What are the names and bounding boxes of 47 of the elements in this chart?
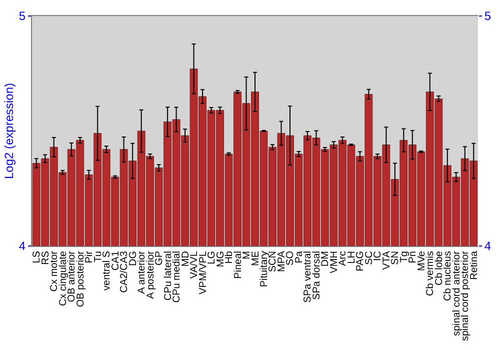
x-tick-label: CPu medial: [172, 251, 183, 303]
x-tick-label: CA2/CA3: [119, 250, 130, 293]
x-tick-label: CA1: [110, 250, 122, 270]
x-tick-label: DM: [320, 251, 332, 267]
x-tick-label: M: [242, 251, 252, 260]
x-tick-label: PAG: [355, 250, 366, 272]
x-tick-label: DG: [128, 250, 139, 266]
x-tick-label: Cx cingulate: [58, 250, 69, 306]
y2-tick-label: 4: [484, 239, 492, 254]
x-tick-label: A posterior: [145, 250, 156, 299]
y2-tick-label: 5: [484, 9, 492, 24]
y-axis-title: Log2 (expression): [2, 82, 16, 180]
x-tick-label: SPa dorsal: [311, 251, 322, 300]
x-tick-label: IC: [372, 251, 384, 261]
x-tick-label: LH: [346, 251, 358, 264]
x-tick-label: Tg: [398, 251, 410, 263]
x-tick-label: Arc: [338, 251, 349, 266]
x-tick-label: GP: [154, 250, 166, 266]
x-tick-label: Cb nucleus: [442, 251, 454, 302]
x-tick-label: Retina: [468, 250, 480, 280]
x-tick-label: VPM/VPL: [198, 250, 209, 294]
x-tick-label: Pineal: [232, 251, 244, 279]
x-tick-label: SN: [390, 251, 402, 265]
x-tick-label: SC: [364, 251, 375, 265]
x-tick-label: Pa: [294, 250, 305, 264]
x-tick-label: Tu: [92, 251, 104, 262]
x-tick-label: VTA: [381, 250, 392, 270]
x-tick-label: A anterior: [136, 250, 148, 294]
x-tick-label: MVe: [416, 250, 428, 272]
x-tick-label: SCN: [268, 251, 279, 272]
x-tick-label: ventral S: [102, 250, 113, 290]
x-tick-label: Cb lobe: [434, 250, 445, 286]
x-tick-label: spinal cord anterior: [451, 250, 462, 336]
x-tick-label: MPA: [276, 250, 288, 272]
x-tick-label: Pir: [84, 250, 96, 264]
x-tick-label: RS: [40, 250, 52, 265]
x-tick-label: Pituitary: [259, 251, 270, 288]
x-tick-label: spinal cord posterior: [460, 250, 472, 342]
x-tick-label: VMH: [328, 251, 340, 274]
x-tick-label: OB posterior: [75, 250, 86, 308]
x-tick-label: Pn: [408, 251, 419, 264]
x-tick-label: OB anterior: [66, 250, 78, 302]
x-tick-label: ME: [250, 250, 262, 266]
x-tick-label: LG: [206, 250, 218, 264]
x-tick-label: Hb: [224, 250, 236, 264]
x-tick-label: LS: [32, 250, 43, 264]
x-tick-label: SO: [285, 250, 296, 266]
